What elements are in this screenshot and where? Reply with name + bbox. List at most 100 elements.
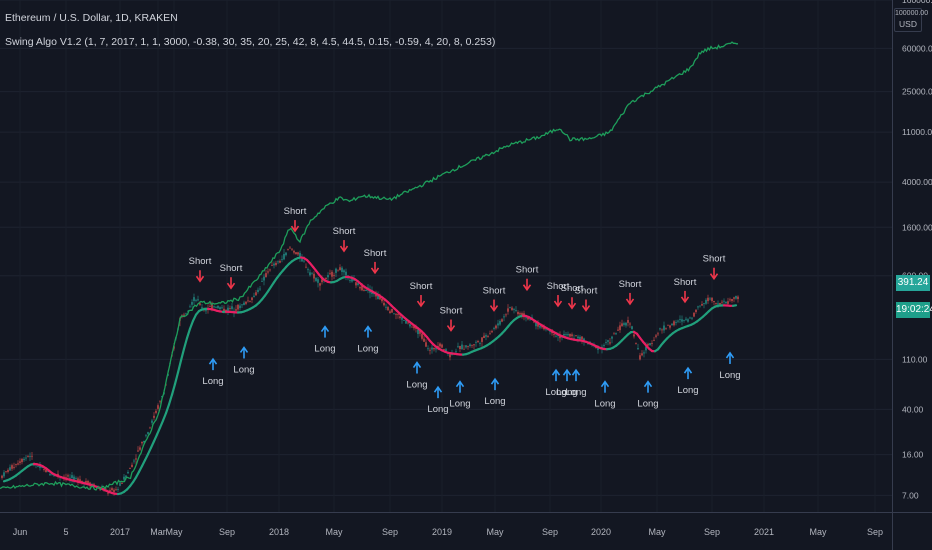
candle-body [231, 306, 233, 310]
x-tick-label: 2017 [110, 527, 130, 537]
candle-body [267, 271, 269, 273]
candle-body [471, 344, 473, 346]
ma-segment [140, 459, 147, 468]
candle-body [641, 353, 643, 356]
ma-segment [158, 419, 165, 429]
candle-body [381, 298, 383, 302]
candle-body [685, 318, 687, 320]
short-signal-label: Short [220, 263, 243, 274]
candle-body [397, 314, 399, 315]
currency-box[interactable]: 100000.00 USD [894, 8, 929, 32]
candle-body [705, 299, 707, 304]
candle-body [457, 346, 459, 348]
candle-body [75, 478, 77, 479]
candle-body [297, 252, 299, 255]
x-tick-label: 2020 [591, 527, 611, 537]
candle-body [391, 309, 393, 313]
ma-segment [161, 411, 168, 422]
indicator-legend[interactable]: Swing Algo V1.2 (1, 7, 2017, 1, 1, 3000,… [5, 36, 496, 48]
candle-body [123, 476, 125, 480]
long-arrow-head [363, 325, 373, 333]
long-signal: Long [314, 325, 336, 355]
candle-body [125, 475, 127, 478]
candle-body [335, 268, 337, 273]
x-tick-label: May [486, 527, 504, 537]
candle-body [653, 339, 655, 341]
x-tick-label: Sep [704, 527, 720, 537]
candle-body [735, 295, 737, 299]
candle-body [271, 265, 273, 267]
candle-body [497, 323, 499, 326]
ma-segment [170, 382, 177, 396]
short-signal-label: Short [410, 281, 433, 292]
candle-body [431, 347, 433, 350]
candle-body [519, 313, 521, 315]
short-signal: Short [364, 248, 387, 275]
candle-body [353, 279, 355, 281]
candle-body [511, 307, 513, 310]
candle-body [349, 280, 351, 282]
short-signal-label: Short [674, 277, 697, 288]
long-signal-label: Long [545, 387, 566, 398]
candle-body [135, 458, 137, 460]
long-arrow-head [551, 368, 561, 376]
candle-body [239, 305, 241, 309]
candle-body [379, 296, 381, 300]
candle-body [553, 334, 555, 335]
long-signal-label: Long [637, 399, 658, 410]
long-signal: Long [427, 385, 449, 415]
candle-body [261, 281, 263, 282]
x-axis: Jun 5 2017 Mar May Sep 2018 May Sep 2019 May Sep 202… [13, 0, 883, 537]
candle-body [279, 260, 281, 263]
short-signal-label: Short [284, 206, 307, 217]
long-signal-label: Long [202, 376, 223, 387]
candle-body [721, 301, 723, 303]
candle-body [597, 347, 599, 350]
candle-body [303, 260, 305, 262]
countdown-tag: 19:02:24 [896, 302, 932, 318]
candle-body [535, 322, 537, 327]
candle-body [669, 325, 671, 328]
candle-body [307, 269, 309, 271]
candle-body [345, 271, 347, 276]
candle-body [729, 299, 731, 301]
x-tick-label: Sep [382, 527, 398, 537]
candle-body [663, 325, 665, 331]
candle-body [621, 323, 623, 327]
candle-body [129, 467, 131, 469]
candle-body [737, 296, 739, 300]
candle-body [375, 294, 377, 297]
short-arrow-head [625, 298, 635, 306]
candle-body [405, 320, 407, 324]
long-signal: Long [406, 361, 428, 391]
short-signal: Short [703, 254, 726, 281]
candle-body [441, 344, 443, 348]
candle-body [153, 415, 155, 418]
candle-body [445, 349, 447, 353]
candle-body [427, 348, 429, 350]
candle-body [141, 441, 143, 444]
candle-body [449, 354, 451, 358]
candle-body [69, 477, 71, 479]
candle-body [539, 325, 541, 328]
long-arrow-head [725, 351, 735, 359]
candle-body [489, 333, 491, 335]
currency-top-price: 100000.00 [895, 10, 929, 17]
candle-body [67, 475, 69, 477]
candle-body [475, 341, 477, 343]
candle-body [15, 464, 17, 465]
candle-body [517, 312, 519, 315]
candle-body [687, 319, 689, 322]
candle-body [149, 427, 151, 429]
candle-body [321, 279, 323, 283]
candle-body [625, 322, 627, 326]
candle-body [217, 305, 219, 309]
long-signal-label: Long [357, 344, 378, 355]
candle-body [17, 463, 19, 465]
short-signal: Short [516, 265, 539, 292]
candle-body [575, 335, 577, 337]
x-tick-label: May [809, 527, 827, 537]
candle-body [19, 461, 21, 463]
